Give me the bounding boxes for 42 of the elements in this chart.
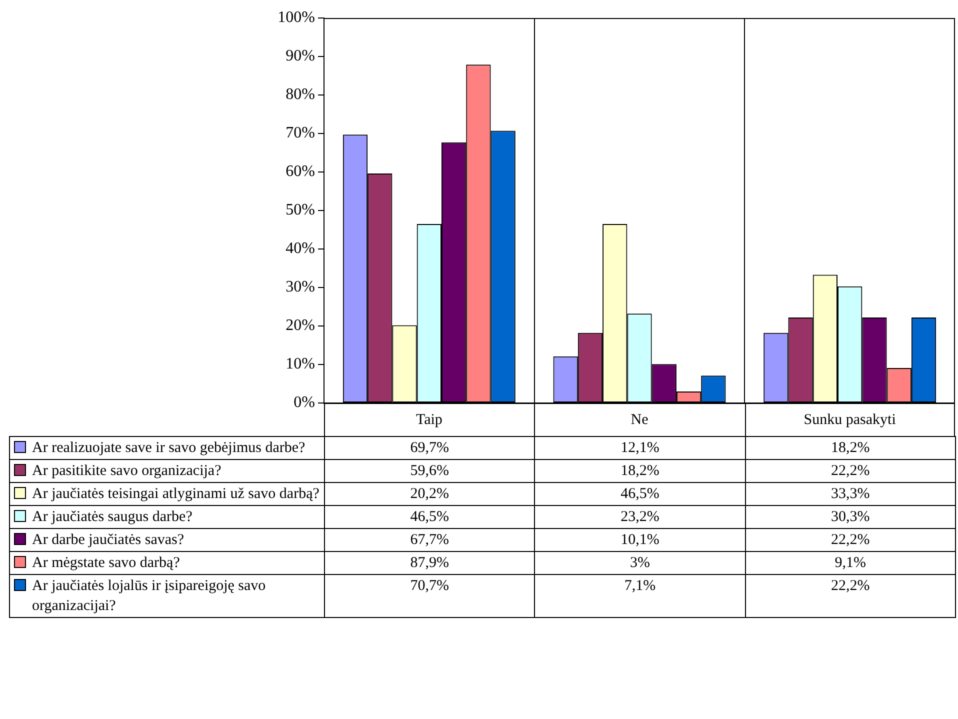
legend-label: Ar realizuojate save ir savo gebėjimus darbe? <box>32 440 306 456</box>
data-label: 70,7% <box>324 574 535 618</box>
legend-label: Ar pasitikite savo organizacija? <box>32 463 222 479</box>
y-tick-label: 0% <box>294 394 315 412</box>
data-label: 67,7% <box>324 528 535 552</box>
legend-label: Ar darbe jaučiatės savas? <box>32 532 184 548</box>
legend-label: Ar jaučiatės saugus darbe? <box>32 509 192 525</box>
data-label: 22,2% <box>745 460 956 482</box>
data-label: 18,2% <box>745 436 956 460</box>
data-label: 46,5% <box>534 482 746 506</box>
data-label: 22,2% <box>745 528 956 552</box>
legend-label: Ar mėgstate savo darbą? <box>32 555 180 571</box>
y-tick-label: 70% <box>286 124 315 142</box>
y-tick-label: 100% <box>278 9 315 26</box>
data-label: 69,7% <box>324 436 535 460</box>
y-tick-label: 10% <box>286 356 315 373</box>
x-tick-label: Taip <box>416 412 442 428</box>
data-label: 33,3% <box>745 482 956 506</box>
y-tick-label: 60% <box>286 163 315 180</box>
data-label: 9,1% <box>745 552 956 574</box>
x-tick-label: Ne <box>630 412 649 428</box>
y-tick-label: 20% <box>286 317 315 334</box>
y-tick-label: 30% <box>286 278 315 296</box>
data-label: 30,3% <box>745 506 956 528</box>
legend-label: Ar jaučiatės teisingai atlyginami už savo darbą? <box>32 486 320 502</box>
data-label: 7,1% <box>534 574 746 618</box>
data-label: 18,2% <box>534 460 746 482</box>
legend-label: Ar jaučiatės lojalūs ir įsipareigoję savo organizacijai? <box>32 578 266 614</box>
y-tick-label: 90% <box>286 48 315 65</box>
y-tick-label: 40% <box>286 240 315 258</box>
data-label: 10,1% <box>534 528 746 552</box>
data-label: 3% <box>534 552 746 574</box>
x-tick-label: Sunku pasakyti <box>804 412 896 428</box>
data-label: 46,5% <box>324 506 535 528</box>
data-label: 87,9% <box>324 552 535 574</box>
data-label: 12,1% <box>534 436 746 460</box>
data-label: 59,6% <box>324 460 535 482</box>
data-label: 23,2% <box>534 506 746 528</box>
y-tick-label: 50% <box>286 202 315 219</box>
data-label: 20,2% <box>324 482 535 506</box>
data-label: 22,2% <box>745 574 956 618</box>
y-tick-label: 80% <box>286 86 315 104</box>
